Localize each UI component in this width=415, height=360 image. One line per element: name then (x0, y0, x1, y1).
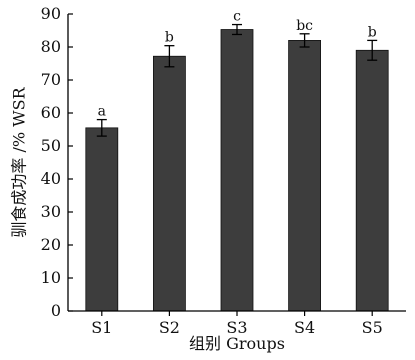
x-tick-label: S5 (362, 318, 383, 337)
x-axis-title: 组别 Groups (189, 334, 285, 353)
x-tick-label: S2 (159, 318, 180, 337)
y-axis-ticks: 0 10 20 30 40 50 60 70 80 90 (41, 4, 73, 320)
bar-s4 (288, 40, 322, 312)
bar-s5 (355, 49, 389, 312)
x-axis-ticks: S1 S2 S3 S4 S5 (91, 311, 383, 337)
bar-s2 (152, 55, 186, 312)
y-tick-label: 0 (51, 301, 61, 320)
y-tick-label: 30 (41, 202, 61, 221)
significance-label: a (98, 104, 106, 120)
y-tick-label: 60 (41, 103, 61, 122)
y-tick-label: 80 (41, 37, 61, 56)
x-tick-label: S1 (91, 318, 112, 337)
y-tick-label: 90 (41, 4, 61, 23)
bar-s1 (85, 127, 119, 312)
significance-label: bc (296, 18, 313, 34)
y-axis-title: 驯食成功率 /% WSR (10, 86, 29, 237)
error-bars (96, 23, 378, 137)
x-tick-label: S3 (226, 318, 247, 337)
y-tick-label: 50 (41, 136, 61, 155)
significance-label: b (165, 30, 174, 46)
y-tick-label: 10 (41, 268, 61, 287)
significance-label: c (233, 9, 241, 25)
significance-label: b (368, 24, 377, 40)
x-tick-label: S4 (294, 318, 315, 337)
bar-s3 (220, 29, 254, 312)
y-tick-label: 40 (41, 169, 61, 188)
y-tick-label: 20 (41, 235, 61, 254)
bars (85, 29, 389, 312)
y-tick-label: 70 (41, 70, 61, 89)
